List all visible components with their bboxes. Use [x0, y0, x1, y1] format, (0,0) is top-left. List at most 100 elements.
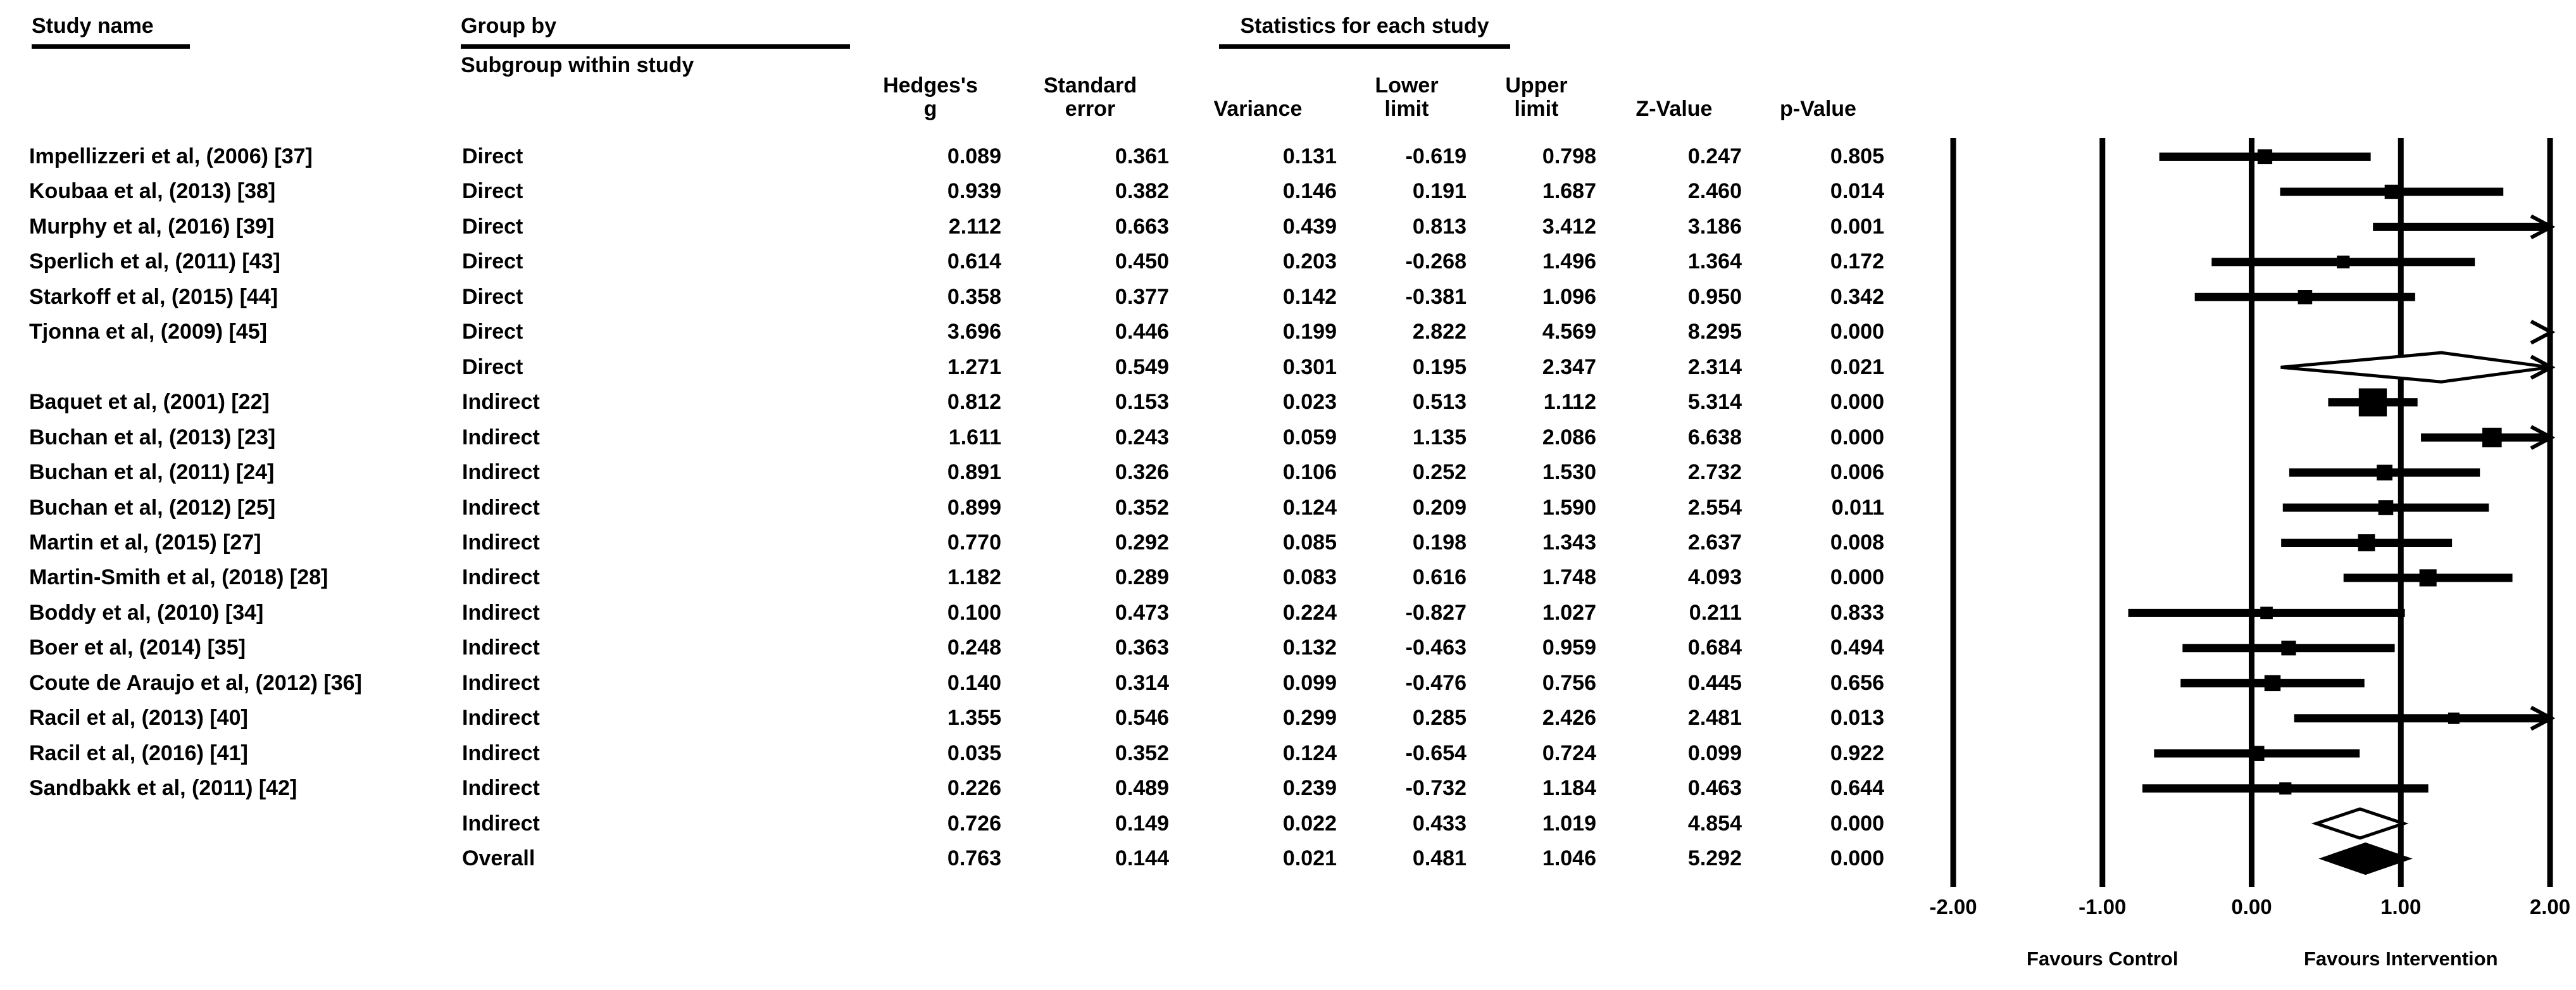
cell-standard-error: 0.546	[1115, 706, 1169, 730]
arrow-right-icon	[2530, 706, 2556, 731]
cell-hedges-g: 1.182	[947, 565, 1001, 590]
effect-square	[2377, 465, 2392, 480]
arrow-right-icon	[2530, 320, 2556, 345]
cell-subgroup: Indirect	[462, 741, 540, 765]
cell-standard-error: 0.489	[1115, 776, 1169, 801]
cell-upper-limit: 0.959	[1542, 636, 1596, 660]
cell-standard-error: 0.663	[1115, 214, 1169, 239]
cell-lower-limit: 0.191	[1412, 179, 1466, 204]
cell-subgroup: Direct	[462, 214, 523, 239]
favours-intervention-label: Favours Intervention	[2303, 948, 2498, 970]
cell-p-value: 0.006	[1830, 460, 1884, 485]
cell-hedges-g: 0.100	[947, 600, 1001, 625]
table-row: Direct 1.271 0.549 0.301 0.195 2.347 2.3…	[0, 349, 1892, 385]
axis-tick-label: 0.00	[2231, 895, 2272, 918]
cell-p-value: 0.494	[1830, 636, 1884, 660]
cell-upper-limit: 4.569	[1542, 320, 1596, 344]
cell-study-name: Sandbakk et al, (2011) [42]	[29, 776, 297, 801]
cell-hedges-g: 1.355	[947, 706, 1001, 730]
cell-study-name: Koubaa et al, (2013) [38]	[29, 179, 276, 204]
cell-hedges-g: 0.358	[947, 284, 1001, 309]
cell-lower-limit: 2.822	[1412, 320, 1466, 344]
effect-square	[2249, 746, 2265, 761]
cell-p-value: 0.000	[1830, 565, 1884, 590]
cell-hedges-g: 0.891	[947, 460, 1001, 485]
cell-standard-error: 0.363	[1115, 636, 1169, 660]
effect-square	[2419, 569, 2437, 587]
table-row: Boddy et al, (2010) [34] Indirect 0.100 …	[0, 595, 1892, 630]
cell-study-name: Racil et al, (2016) [41]	[29, 741, 248, 765]
table-row: Overall 0.763 0.144 0.021 0.481 1.046 5.…	[0, 841, 1892, 877]
cell-lower-limit: 0.481	[1412, 846, 1466, 870]
table-row: Tjonna et al, (2009) [45] Direct 3.696 0…	[0, 315, 1892, 350]
arrow-right-icon	[2530, 214, 2556, 240]
cell-p-value: 0.000	[1830, 846, 1884, 870]
cell-variance: 0.022	[1282, 811, 1337, 836]
table-row: Racil et al, (2016) [41] Indirect 0.035 …	[0, 736, 1892, 771]
cell-upper-limit: 1.687	[1542, 179, 1596, 204]
effect-square	[2279, 782, 2292, 795]
cell-z-value: 0.211	[1689, 600, 1742, 625]
cell-p-value: 0.011	[1831, 495, 1884, 520]
cell-p-value: 0.021	[1830, 354, 1884, 379]
col-header-upper-limit: Upper limit	[1505, 73, 1568, 121]
cell-study-name: Martin-Smith et al, (2018) [28]	[29, 565, 328, 590]
cell-variance: 0.199	[1282, 320, 1337, 344]
table-row: Starkoff et al, (2015) [44] Direct 0.358…	[0, 279, 1892, 315]
cell-z-value: 2.637	[1687, 530, 1742, 555]
overall-diamond	[2318, 842, 2413, 875]
cell-z-value: 2.554	[1687, 495, 1742, 520]
effect-square	[2337, 255, 2350, 268]
cell-lower-limit: -0.827	[1405, 600, 1466, 625]
cell-upper-limit: 1.046	[1542, 846, 1596, 870]
cell-upper-limit: 2.086	[1542, 425, 1596, 449]
cell-lower-limit: 0.209	[1412, 495, 1466, 520]
cell-z-value: 6.638	[1687, 425, 1742, 449]
cell-subgroup: Direct	[462, 320, 523, 344]
cell-hedges-g: 3.696	[947, 320, 1001, 344]
cell-lower-limit: 0.195	[1412, 354, 1466, 379]
cell-standard-error: 0.382	[1115, 179, 1169, 204]
cell-hedges-g: 0.140	[947, 670, 1001, 695]
cell-standard-error: 0.153	[1115, 390, 1169, 415]
stat-column-headers: Hedges's g Standard error Variance Lower…	[854, 63, 1889, 120]
cell-upper-limit: 0.756	[1542, 670, 1596, 695]
cell-z-value: 8.295	[1687, 320, 1742, 344]
cell-variance: 0.239	[1282, 776, 1337, 801]
cell-p-value: 0.172	[1830, 249, 1884, 274]
cell-study-name: Sperlich et al, (2011) [43]	[29, 249, 280, 274]
cell-hedges-g: 0.226	[947, 776, 1001, 801]
cell-p-value: 0.922	[1830, 741, 1884, 765]
cell-z-value: 5.314	[1687, 390, 1742, 415]
table-row: Indirect 0.726 0.149 0.022 0.433 1.019 4…	[0, 806, 1892, 841]
cell-upper-limit: 2.426	[1542, 706, 1596, 730]
cell-p-value: 0.001	[1830, 214, 1884, 239]
cell-standard-error: 0.144	[1115, 846, 1169, 870]
cell-variance: 0.142	[1282, 284, 1337, 309]
cell-variance: 0.132	[1282, 636, 1337, 660]
cell-p-value: 0.000	[1830, 811, 1884, 836]
cell-z-value: 2.732	[1687, 460, 1742, 485]
effect-square	[2378, 500, 2394, 515]
cell-p-value: 0.833	[1830, 600, 1884, 625]
cell-lower-limit: -0.476	[1405, 670, 1466, 695]
cell-z-value: 2.460	[1687, 179, 1742, 204]
cell-hedges-g: 0.035	[947, 741, 1001, 765]
favours-control-label: Favours Control	[2027, 948, 2179, 970]
effect-square	[2260, 606, 2273, 620]
cell-variance: 0.203	[1282, 249, 1337, 274]
cell-subgroup: Indirect	[462, 636, 540, 660]
cell-hedges-g: 0.899	[947, 495, 1001, 520]
axis-tick-label: -2.00	[1929, 895, 1977, 918]
cell-standard-error: 0.450	[1115, 249, 1169, 274]
cell-z-value: 1.364	[1687, 249, 1742, 274]
cell-upper-limit: 1.496	[1542, 249, 1596, 274]
cell-lower-limit: 0.285	[1412, 706, 1466, 730]
cell-variance: 0.301	[1282, 354, 1337, 379]
cell-lower-limit: -0.732	[1405, 776, 1466, 801]
cell-subgroup: Direct	[462, 354, 523, 379]
forest-plot-svg	[1950, 138, 2556, 887]
cell-hedges-g: 0.939	[947, 179, 1001, 204]
cell-standard-error: 0.289	[1115, 565, 1169, 590]
cell-study-name: Coute de Araujo et al, (2012) [36]	[29, 670, 362, 695]
